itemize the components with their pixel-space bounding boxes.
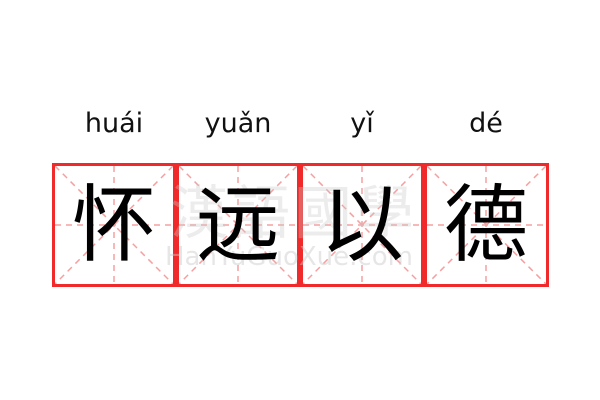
- char-box-4: 德: [424, 163, 549, 287]
- pinyin-2: yuǎn: [204, 108, 272, 139]
- pinyin-1: huái: [84, 108, 144, 139]
- character-2: 远: [195, 176, 280, 274]
- character-4: 德: [443, 176, 528, 274]
- character-3: 以: [319, 176, 404, 274]
- char-box-1: 怀: [52, 163, 176, 287]
- grid-guides: [55, 166, 173, 284]
- watermark-en: HanYuGuoXue.com: [165, 242, 413, 272]
- char-box-2: 远: [176, 163, 300, 287]
- watermark-cn: 漢語國學: [170, 179, 419, 247]
- pinyin-3: yǐ: [350, 108, 374, 139]
- char-box-3: 以: [300, 163, 424, 287]
- pinyin-4: dé: [469, 108, 503, 139]
- grid-guides: [179, 166, 297, 284]
- character-1: 怀: [71, 176, 156, 274]
- grid-guides: [303, 166, 421, 284]
- grid-guides: [427, 166, 546, 284]
